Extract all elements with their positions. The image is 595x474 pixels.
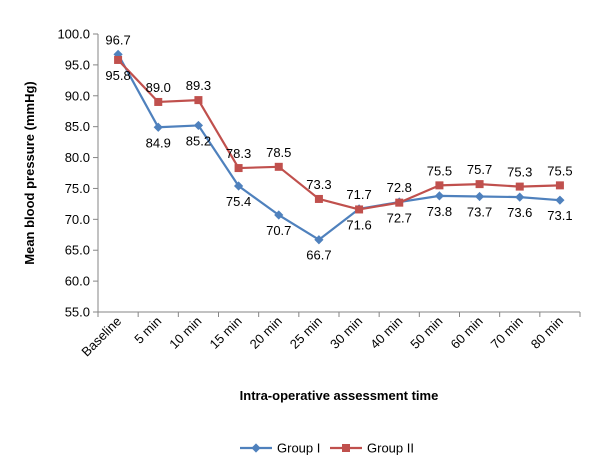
data-point (475, 180, 484, 189)
data-point (314, 235, 324, 245)
data-point (434, 191, 445, 201)
data-label: 75.4 (226, 194, 251, 209)
data-label: 85.2 (186, 133, 211, 148)
x-tick-label: 20 min (247, 314, 285, 352)
data-label: 75.5 (547, 163, 572, 178)
y-axis: 55.0 60.0 65.0 70.0 75.0 80.0 85.0 90.0 95.0 100.… (57, 27, 99, 320)
data-point (515, 192, 525, 202)
legend-label: Group II (367, 441, 414, 456)
data-point (515, 182, 524, 191)
data-point (314, 194, 323, 203)
y-tick-label: 100.0 (57, 27, 90, 42)
x-tick-label: 5 min (131, 314, 164, 347)
data-label: 78.5 (266, 145, 291, 160)
data-label: 75.5 (427, 163, 452, 178)
data-label: 75.7 (467, 162, 492, 177)
x-tick-label: 60 min (447, 314, 485, 352)
x-tick-label: 50 min (407, 314, 445, 352)
data-point (355, 205, 364, 214)
data-label: 73.1 (547, 208, 572, 223)
y-tick-label: 85.0 (65, 119, 90, 134)
y-tick-label: 55.0 (65, 305, 90, 320)
data-point (555, 195, 565, 205)
data-label: 71.7 (346, 187, 371, 202)
y-tick-label: 60.0 (65, 274, 90, 289)
y-tick-label: 90.0 (65, 88, 90, 103)
data-point (274, 210, 284, 220)
data-label: 72.7 (387, 211, 412, 226)
data-label: 66.7 (306, 248, 331, 263)
data-label: 89.3 (186, 78, 211, 93)
data-point (435, 181, 444, 190)
data-label: 84.9 (146, 135, 171, 150)
data-point (474, 191, 485, 202)
legend-label: Group I (277, 441, 320, 456)
data-point (193, 120, 204, 131)
x-tick-label: 30 min (327, 314, 365, 352)
legend-marker (342, 444, 350, 452)
series-line-group-i (117, 53, 561, 241)
x-tick-label: 10 min (166, 314, 204, 352)
data-label: 73.6 (507, 205, 532, 220)
x-axis: Baseline 5 min 10 min 15 min 20 min 25 min 30 … (78, 311, 581, 360)
x-tick-label: 80 min (528, 314, 566, 352)
y-tick-label: 80.0 (65, 150, 90, 165)
data-point (234, 164, 243, 173)
data-point (274, 162, 283, 171)
data-labels: 96.7 84.9 85.2 75.4 70.7 66.7 71.7 72.8 73.8 73.7… (105, 32, 572, 262)
data-label: 73.7 (467, 204, 492, 219)
x-tick-label: 40 min (367, 314, 405, 352)
data-label: 75.3 (507, 165, 532, 180)
legend-marker (251, 443, 261, 453)
data-label: 95.8 (105, 68, 130, 83)
x-tick-label: Baseline (78, 314, 124, 360)
x-tick-label: 15 min (206, 314, 244, 352)
data-label: 96.7 (105, 32, 130, 47)
data-label: 72.8 (387, 180, 412, 195)
data-label: 73.3 (306, 177, 331, 192)
x-axis-title: Intra-operative assessment time (240, 388, 439, 403)
y-axis-title: Mean blood pressure (mmHg) (22, 81, 37, 264)
data-point (555, 181, 564, 190)
plot-series (113, 49, 565, 245)
x-tick-label: 70 min (488, 314, 526, 352)
data-label: 70.7 (266, 223, 291, 238)
data-point (395, 198, 404, 207)
data-point (153, 122, 163, 132)
series-line-group-ii (117, 59, 560, 211)
y-tick-label: 95.0 (65, 57, 90, 72)
data-point (233, 181, 244, 191)
data-label: 73.8 (427, 204, 452, 219)
x-tick-label: 25 min (287, 314, 325, 352)
data-label: 89.0 (146, 80, 171, 95)
y-tick-label: 70.0 (65, 212, 90, 227)
data-point (114, 55, 123, 64)
data-point (194, 96, 203, 105)
y-tick-label: 65.0 (65, 243, 90, 258)
y-tick-label: 75.0 (65, 181, 90, 196)
data-point (154, 97, 163, 106)
legend: Group I Group II (240, 441, 414, 456)
data-label: 71.6 (346, 217, 371, 232)
data-label: 78.3 (226, 146, 251, 161)
